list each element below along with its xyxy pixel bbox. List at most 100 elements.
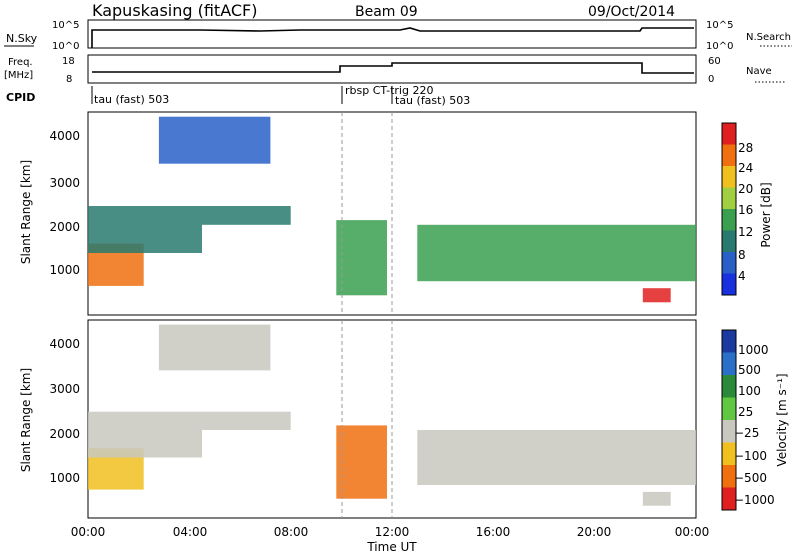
station-title: Kapuskasing (fitACF) — [92, 1, 257, 20]
freq-frame — [87, 54, 697, 84]
power-panel: Slant Range [km] 1000 2000 3000 4000 28 … — [19, 111, 773, 316]
cpid-label: CPID — [6, 91, 35, 104]
xtick-1200: 12:00 — [375, 525, 410, 539]
nsky-trace — [91, 27, 694, 48]
power-colorbar-swatch-8 — [722, 273, 736, 296]
velocity-cbar-tick-25: 25 — [738, 405, 753, 419]
xtick-0000-end: 00:00 — [675, 525, 710, 539]
power-colorbar-swatch-5 — [722, 209, 736, 231]
velocity-cbar-tick-500: 500 — [738, 363, 761, 377]
power-echo-region-2 — [88, 206, 202, 253]
power-echo-region-4 — [158, 116, 271, 164]
power-ylabel: Slant Range [km] — [19, 160, 33, 264]
xtick-2000: 20:00 — [577, 525, 612, 539]
freq-trace — [92, 62, 694, 74]
freq-left-tick-bottom: 8 — [66, 74, 72, 85]
power-echo-region-6 — [417, 224, 696, 282]
velocity-ytick-1000: 1000 — [49, 471, 80, 485]
freq-label-line1: Freq. — [8, 57, 33, 68]
velocity-colorbar — [721, 329, 737, 511]
nsearch-label: N.Search — [746, 32, 791, 43]
velocity-echoes — [88, 324, 696, 506]
power-cbar-label: Power [dB] — [759, 182, 773, 247]
power-echo-region-5 — [336, 220, 387, 296]
velocity-ytick-2000: 2000 — [49, 427, 80, 441]
power-colorbar-swatch-4 — [722, 187, 736, 210]
velocity-cbar-tick-minus500: −500 — [734, 471, 767, 485]
power-ytick-3000: 3000 — [49, 176, 80, 190]
power-colorbar-swatch-1 — [722, 123, 736, 145]
velocity-ytick-4000: 4000 — [49, 337, 80, 351]
nsky-label: N.Sky — [6, 32, 38, 45]
cpid-strip: CPID tau (fast) 503 rbsp CT-trig 220 tau… — [6, 84, 470, 107]
vel-echo-region-3 — [202, 411, 291, 430]
xtick-0000-start: 00:00 — [71, 525, 106, 539]
velocity-colorbar-swatch-8 — [722, 487, 736, 511]
nsky-left-tick-top: 10^5 — [52, 20, 79, 31]
velocity-cbar-label: Velocity [m s⁻¹] — [775, 373, 789, 466]
nave-label: Nave — [746, 66, 772, 77]
power-cbar-tick-20: 20 — [738, 182, 753, 196]
power-cbar-tick-28: 28 — [738, 141, 753, 155]
velocity-colorbar-swatch-4 — [722, 397, 736, 421]
cpid-segment-1: tau (fast) 503 — [94, 93, 169, 106]
freq-right-tick-top: 60 — [708, 56, 721, 67]
velocity-cbar-tick-minus25: −25 — [734, 426, 759, 440]
velocity-cbar-tick-minus100: −100 — [734, 449, 767, 463]
power-colorbar-swatch-7 — [722, 252, 736, 274]
nsky-left-tick-bottom: 10^0 — [52, 41, 79, 52]
power-colorbar-swatch-2 — [722, 144, 736, 167]
nsky-frame — [87, 19, 697, 49]
date-label: 09/Oct/2014 — [588, 4, 675, 20]
power-echo-region-3 — [202, 206, 291, 225]
velocity-ytick-3000: 3000 — [49, 382, 80, 396]
power-echo-region-7 — [642, 288, 671, 303]
vel-echo-region-2 — [88, 411, 202, 458]
xaxis-label: Time UT — [366, 540, 417, 554]
velocity-colorbar-swatch-7 — [722, 465, 736, 488]
nsky-right-tick-bottom: 10^0 — [706, 41, 733, 52]
cpid-segment-2: rbsp CT-trig 220 — [345, 84, 433, 97]
power-colorbar — [721, 122, 737, 296]
power-echoes — [88, 116, 696, 303]
beam-label: Beam 09 — [355, 4, 418, 20]
velocity-cbar-tick-minus1000: −1000 — [734, 493, 775, 507]
nsky-panel: N.Sky 10^5 10^0 10^5 10^0 N.Search — [4, 19, 792, 52]
velocity-colorbar-swatch-2 — [722, 352, 736, 376]
vel-echo-region-6 — [417, 430, 696, 485]
vel-echo-region-5 — [336, 425, 387, 499]
power-ytick-4000: 4000 — [49, 129, 80, 143]
velocity-cbar-tick-100: 100 — [738, 384, 761, 398]
nsky-right-tick-top: 10^5 — [706, 20, 733, 31]
power-colorbar-swatch-3 — [722, 166, 736, 188]
velocity-colorbar-swatch-6 — [722, 442, 736, 466]
xtick-1600: 16:00 — [476, 525, 511, 539]
power-ytick-1000: 1000 — [49, 263, 80, 277]
time-axis: 00:00 04:00 08:00 12:00 16:00 20:00 00:0… — [71, 525, 710, 554]
freq-left-tick-top: 18 — [62, 56, 75, 67]
freq-right-tick-bottom: 0 — [708, 74, 714, 85]
power-cbar-tick-16: 16 — [738, 203, 753, 217]
xtick-0800: 08:00 — [274, 525, 309, 539]
velocity-colorbar-swatch-1 — [722, 330, 736, 353]
power-cbar-tick-24: 24 — [738, 161, 753, 175]
power-cbar-tick-12: 12 — [738, 225, 753, 239]
power-ytick-2000: 2000 — [49, 220, 80, 234]
xtick-0400: 04:00 — [173, 525, 208, 539]
velocity-cbar-tick-1000: 1000 — [738, 343, 769, 357]
velocity-colorbar-swatch-3 — [722, 375, 736, 398]
freq-label-line2: [MHz] — [4, 70, 33, 81]
power-colorbar-swatch-6 — [722, 230, 736, 253]
velocity-panel: Slant Range [km] 1000 2000 3000 4000 100… — [19, 319, 789, 519]
cpid-segment-3: tau (fast) 503 — [395, 94, 470, 107]
velocity-ylabel: Slant Range [km] — [19, 368, 33, 472]
power-cbar-tick-4: 4 — [738, 269, 746, 283]
velocity-colorbar-frame — [721, 329, 737, 511]
vel-echo-region-7 — [642, 491, 671, 506]
power-colorbar-frame — [721, 122, 737, 296]
vel-echo-region-4 — [158, 324, 271, 371]
power-cbar-tick-8: 8 — [738, 248, 746, 262]
velocity-colorbar-swatch-5 — [722, 420, 736, 443]
